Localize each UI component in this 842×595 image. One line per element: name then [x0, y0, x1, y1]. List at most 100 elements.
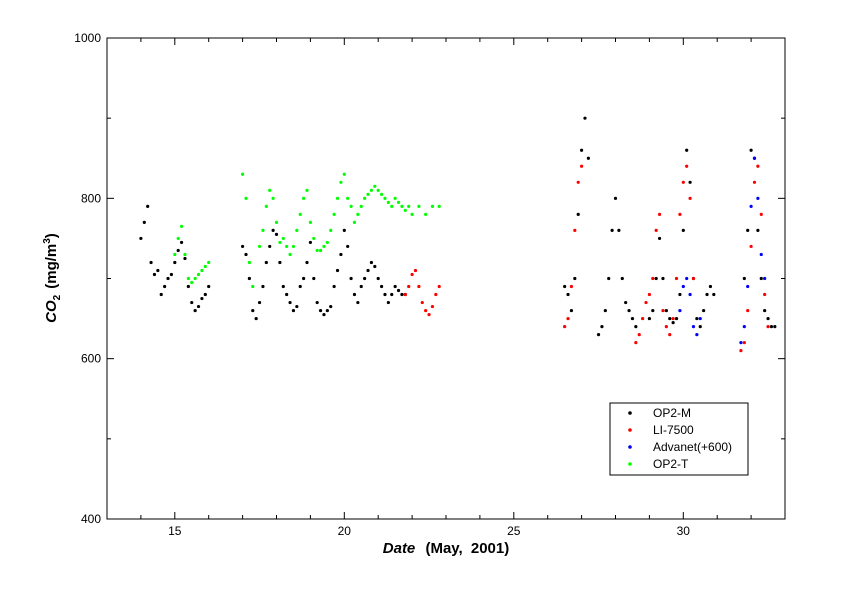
- data-point-op2-t: [241, 172, 245, 176]
- data-point-op2-m: [278, 260, 282, 265]
- data-point-li-7500: [410, 272, 414, 277]
- data-point-op2-t: [315, 248, 319, 253]
- data-point-op2-m: [261, 284, 265, 289]
- data-point-op2-m: [332, 284, 336, 289]
- data-point-op2-t: [295, 228, 299, 232]
- data-point-op2-m: [193, 308, 197, 313]
- data-point-op2-t: [417, 204, 421, 208]
- data-point-op2-t: [186, 276, 190, 281]
- x-tick-label: 15: [168, 524, 182, 538]
- data-point-op2-m: [288, 300, 292, 305]
- data-point-op2-m: [376, 276, 380, 281]
- data-point-op2-m: [179, 240, 184, 245]
- data-point-op2-t: [278, 240, 282, 245]
- data-point-op2-m: [396, 288, 401, 293]
- data-point-op2-m: [241, 244, 245, 249]
- data-point-op2-m: [668, 316, 672, 321]
- data-point-op2-t: [356, 212, 360, 216]
- data-point-op2-t: [339, 180, 343, 184]
- data-point-op2-m: [695, 316, 699, 321]
- y-tick-label: 600: [81, 352, 101, 366]
- legend-label-li-7500: LI-7500: [653, 423, 694, 437]
- data-point-li-7500: [563, 325, 567, 329]
- data-point-op2-t: [396, 200, 401, 204]
- data-point-op2-m: [674, 316, 679, 321]
- data-point-op2-m: [346, 244, 350, 249]
- data-point-op2-m: [702, 308, 706, 313]
- data-point-op2-t: [207, 260, 211, 265]
- data-point-op2-t: [424, 212, 428, 216]
- data-point-op2-t: [400, 204, 404, 208]
- data-point-op2-m: [268, 244, 272, 249]
- data-point-op2-m: [620, 276, 624, 281]
- data-point-li-7500: [647, 292, 652, 297]
- data-point-op2-m: [400, 292, 404, 297]
- data-point-op2-m: [359, 284, 363, 289]
- data-point-op2-m: [254, 316, 258, 321]
- data-point-advanet-600: [685, 276, 689, 281]
- data-point-advanet-600: [749, 204, 753, 208]
- data-point-op2-m: [318, 308, 323, 313]
- data-point-li-7500: [576, 180, 580, 184]
- data-point-advanet-600: [739, 341, 743, 345]
- data-point-li-7500: [674, 276, 679, 281]
- legend-label-op2-t: OP2-T: [653, 457, 689, 471]
- data-point-op2-t: [200, 268, 204, 273]
- data-point-op2-m: [139, 236, 143, 241]
- data-point-li-7500: [420, 300, 424, 305]
- data-point-op2-m: [342, 228, 346, 232]
- data-point-op2-m: [630, 316, 635, 321]
- data-point-op2-m: [352, 292, 357, 297]
- data-point-op2-m: [281, 284, 285, 289]
- data-point-op2-t: [437, 204, 441, 208]
- data-point-op2-t: [247, 260, 251, 265]
- data-point-op2-t: [196, 272, 201, 277]
- data-point-op2-t: [342, 172, 346, 176]
- data-point-li-7500: [434, 292, 438, 297]
- data-point-op2-m: [369, 260, 374, 265]
- data-point-op2-t: [179, 224, 184, 228]
- legend-marker-op2-t: [628, 462, 632, 466]
- data-point-op2-t: [332, 212, 336, 216]
- data-point-op2-m: [613, 196, 618, 200]
- data-point-op2-m: [647, 316, 652, 321]
- data-point-op2-m: [285, 292, 289, 297]
- data-point-op2-t: [318, 248, 323, 253]
- legend-label-advanet: Advanet(+600): [653, 440, 732, 454]
- data-point-op2-m: [603, 308, 607, 313]
- y-tick-label: 1000: [74, 31, 101, 45]
- data-point-op2-m: [257, 300, 262, 305]
- data-point-op2-m: [763, 308, 767, 313]
- data-point-op2-m: [627, 308, 631, 313]
- data-point-op2-t: [383, 196, 387, 200]
- data-point-op2-t: [393, 196, 397, 200]
- data-point-li-7500: [437, 284, 441, 289]
- data-point-li-7500: [424, 308, 428, 313]
- data-point-op2-m: [654, 276, 658, 281]
- data-point-op2-m: [203, 292, 207, 297]
- data-point-li-7500: [413, 268, 418, 273]
- legend-label-op2-m: OP2-M: [653, 406, 691, 420]
- data-point-op2-t: [335, 196, 340, 200]
- data-point-op2-m: [302, 276, 306, 281]
- data-point-advanet-600: [742, 325, 746, 329]
- data-point-op2-m: [274, 232, 279, 237]
- data-point-op2-m: [339, 252, 343, 257]
- data-point-li-7500: [637, 333, 641, 337]
- data-point-op2-m: [688, 180, 692, 184]
- x-tick-label: 25: [507, 524, 521, 538]
- data-point-op2-t: [257, 244, 262, 249]
- data-point-op2-m: [186, 284, 190, 289]
- data-point-op2-t: [352, 220, 357, 224]
- data-point-li-7500: [746, 308, 750, 313]
- data-point-op2-m: [315, 300, 319, 305]
- data-point-op2-m: [329, 304, 333, 309]
- data-point-advanet-600: [681, 284, 685, 289]
- data-point-op2-t: [285, 244, 289, 249]
- data-point-op2-t: [264, 204, 268, 208]
- data-point-op2-m: [308, 240, 312, 245]
- data-point-li-7500: [403, 292, 407, 297]
- data-point-op2-m: [373, 264, 377, 269]
- data-point-op2-m: [610, 228, 614, 232]
- data-point-op2-t: [305, 188, 309, 192]
